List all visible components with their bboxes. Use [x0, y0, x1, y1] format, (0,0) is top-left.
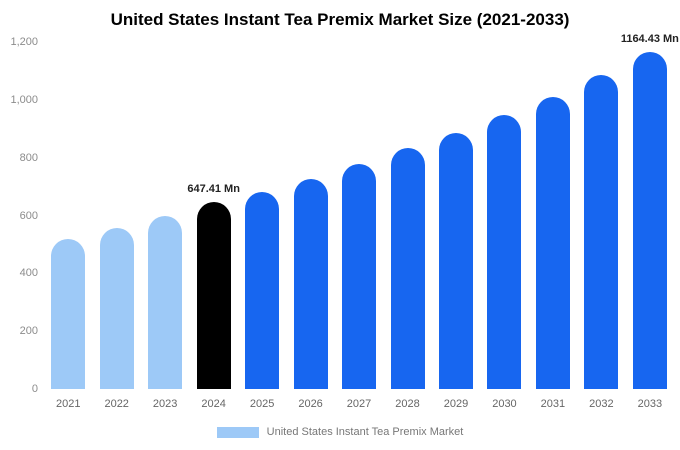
bar-2031 [535, 97, 570, 389]
y-tick-label: 1,200 [10, 36, 38, 48]
bar-2023 [148, 216, 183, 389]
plot-wrap: 0 200 400 600 800 1,000 1,200 2021 2022 2023 647.… [0, 33, 680, 410]
bar-2021 [51, 239, 86, 389]
x-tick-label-2025: 2025 [249, 398, 275, 410]
legend: United States Instant Tea Premix Market [0, 426, 680, 438]
bar-2030 [487, 115, 522, 389]
x-tick-label-2033: 2033 [637, 398, 663, 410]
bar-column-2032: 2032 [577, 42, 625, 410]
bar-column-2027: 2027 [335, 42, 383, 410]
y-axis: 0 200 400 600 800 1,000 1,200 [0, 36, 40, 395]
x-tick-label-2021: 2021 [55, 398, 81, 410]
x-tick-label-2022: 2022 [104, 398, 129, 410]
y-tick-label: 200 [19, 325, 38, 338]
x-tick-label-2030: 2030 [492, 398, 517, 410]
y-tick-label: 1,000 [10, 93, 38, 106]
bar-column-2022: 2022 [92, 42, 140, 410]
bar-2027 [342, 164, 377, 389]
bar-column-2021: 2021 [44, 42, 92, 410]
bar-column-2023: 2023 [141, 42, 189, 410]
bar-2032 [584, 75, 619, 389]
bar-column-2033: 1164.43 Mn 2033 [621, 33, 679, 410]
bar-column-2031: 2031 [529, 42, 577, 410]
bar-2025 [245, 192, 280, 389]
bar-2022 [99, 228, 134, 389]
x-tick-label-2029: 2029 [443, 398, 469, 410]
bar-column-2024: 647.41 Mn 2024 [187, 42, 240, 410]
y-tick-label: 800 [19, 151, 38, 164]
y-tick-label: 600 [19, 209, 38, 222]
bar-2033 [632, 52, 667, 389]
bar-2029 [438, 133, 473, 389]
bar-column-2029: 2029 [432, 42, 480, 410]
bar-value-label-2033: 1164.43 Mn [620, 33, 679, 45]
bar-value-label-2024: 647.41 Mn [187, 183, 240, 195]
x-tick-label-2024: 2024 [201, 398, 226, 410]
bar-column-2028: 2028 [383, 42, 431, 410]
bar-2028 [390, 148, 425, 389]
y-tick-label: 400 [19, 267, 38, 280]
legend-swatch [216, 426, 259, 438]
x-tick-label-2023: 2023 [152, 398, 178, 410]
bar-2024 [196, 202, 231, 389]
y-tick-label: 0 [31, 383, 38, 395]
bar-column-2025: 2025 [238, 42, 286, 410]
chart-title: United States Instant Tea Premix Market … [110, 10, 570, 29]
x-tick-label-2032: 2032 [589, 398, 614, 410]
bar-2026 [293, 179, 328, 389]
x-tick-label-2026: 2026 [298, 398, 323, 410]
x-tick-label-2031: 2031 [540, 398, 566, 410]
bar-column-2030: 2030 [480, 42, 528, 410]
x-tick-label-2027: 2027 [346, 398, 372, 410]
bar-column-2026: 2026 [286, 42, 334, 410]
plot-area: 2021 2022 2023 647.41 Mn 2024 2025 2026 2027 202… [44, 33, 679, 410]
x-tick-label-2028: 2028 [395, 398, 420, 410]
legend-label: United States Instant Tea Premix Market [266, 426, 464, 438]
